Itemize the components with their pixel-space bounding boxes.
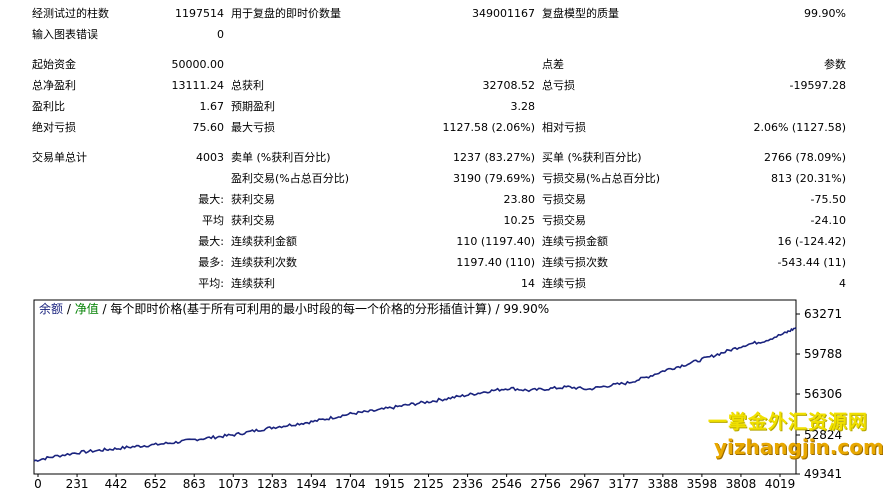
modelling-quality-label: 复盘模型的质量 xyxy=(542,7,619,20)
watermark-url: yizhangjin.com xyxy=(714,435,883,459)
avg-consecutive-losses-label: 连续亏损 xyxy=(542,277,586,290)
max-consecutive-losses-amount-label: 连续亏损金额 xyxy=(542,235,608,248)
y-tick-label: 49341 xyxy=(804,467,842,481)
spread-label: 点差 xyxy=(542,58,564,71)
average-loss-trade-value: -24.10 xyxy=(810,214,846,227)
x-tick-label: 2125 xyxy=(413,477,444,491)
initial-deposit-value: 50000.00 xyxy=(171,58,225,71)
expected-payoff-value: 3.28 xyxy=(510,100,536,113)
max-consecutive-losses-amount-value: 16 (-124.42) xyxy=(777,235,846,248)
x-tick-label: 0 xyxy=(34,477,42,491)
maximal-prefix: 最多: xyxy=(198,256,224,269)
ticks-modelled-value: 349001167 xyxy=(472,7,535,20)
relative-drawdown-value: 2.06% (1127.58) xyxy=(753,121,846,134)
long-positions-value: 2766 (78.09%) xyxy=(763,151,846,164)
total-net-profit-value: 13111.24 xyxy=(171,79,225,92)
x-tick-label: 3388 xyxy=(648,477,679,491)
loss-trades-label: 亏损交易(%占总百分比) xyxy=(542,172,661,185)
average-profit-trade-label: 获利交易 xyxy=(231,214,275,227)
x-tick-label: 1494 xyxy=(296,477,327,491)
average-profit-trade-value: 10.25 xyxy=(503,214,536,227)
max-consecutive-wins-count-value: 1197.40 (110) xyxy=(456,256,535,269)
y-tick-label: 59788 xyxy=(804,347,842,361)
avg-consecutive-wins-value: 14 xyxy=(521,277,535,290)
bars-tested-label: 经测试过的柱数 xyxy=(32,7,109,20)
profit-trades-value: 3190 (79.69%) xyxy=(452,172,535,185)
average-consecutive-prefix: 平均: xyxy=(198,277,224,290)
maximal-drawdown-label: 最大亏损 xyxy=(231,121,275,134)
y-tick-label: 63271 xyxy=(804,307,842,321)
max-consecutive-wins-count-label: 连续获利次数 xyxy=(231,256,297,269)
max-consecutive-losses-count-value: -543.44 (11) xyxy=(777,256,846,269)
relative-drawdown-label: 相对亏损 xyxy=(542,121,586,134)
chart-frame xyxy=(33,299,797,475)
short-positions-label: 卖单 (%获利百分比) xyxy=(231,151,331,164)
y-tick-label: 56306 xyxy=(804,387,842,401)
profit-factor-value: 1.67 xyxy=(199,100,225,113)
short-positions-value: 1237 (83.27%) xyxy=(452,151,535,164)
x-tick-label: 863 xyxy=(183,477,206,491)
x-tick-label: 1283 xyxy=(257,477,288,491)
x-tick-label: 4019 xyxy=(765,477,796,491)
chart-title: 余额 / 净值 / 每个即时价格(基于所有可利用的最小时段的每一个价格的分形插值… xyxy=(39,302,549,316)
maximum-prefix: 最大: xyxy=(198,235,224,248)
gross-profit-value: 32708.52 xyxy=(482,79,536,92)
watermark-cn: 一掌金外汇资源网 xyxy=(708,411,869,433)
average-loss-trade-label: 亏损交易 xyxy=(542,214,586,227)
gross-loss-label: 总亏损 xyxy=(542,79,575,92)
x-tick-label: 1704 xyxy=(335,477,366,491)
average-prefix: 平均 xyxy=(202,214,224,227)
expected-payoff-label: 预期盈利 xyxy=(231,100,275,113)
chart-title-sep: / xyxy=(63,302,75,316)
total-trades-value: 4003 xyxy=(196,151,224,164)
chart-title-equity: 净值 xyxy=(74,302,99,316)
x-tick-label: 231 xyxy=(66,477,89,491)
absolute-drawdown-label: 绝对亏损 xyxy=(32,121,76,134)
avg-consecutive-losses-value: 4 xyxy=(839,277,846,290)
largest-loss-trade-label: 亏损交易 xyxy=(542,193,586,206)
gross-profit-label: 总获利 xyxy=(231,79,264,92)
x-tick-label: 2336 xyxy=(452,477,483,491)
largest-prefix: 最大: xyxy=(198,193,224,206)
equity-chart-svg: 63271 59788 56306 52824 49341 0 231 442 652 863 10… xyxy=(33,299,842,491)
x-tick-label: 3808 xyxy=(726,477,757,491)
x-tick-label: 2546 xyxy=(491,477,522,491)
chart-errors-label: 输入图表错误 xyxy=(32,28,98,41)
bars-tested-value: 1197514 xyxy=(175,7,224,20)
avg-consecutive-wins-label: 连续获利 xyxy=(231,277,275,290)
chart-title-rest: / 每个即时价格(基于所有可利用的最小时段的每一个价格的分形插值计算) / 99… xyxy=(98,302,550,316)
x-tick-label: 442 xyxy=(105,477,128,491)
x-tick-label: 3177 xyxy=(609,477,640,491)
modelling-quality-value: 99.90% xyxy=(804,7,846,20)
long-positions-label: 买单 (%获利百分比) xyxy=(542,151,642,164)
profit-factor-label: 盈利比 xyxy=(32,100,65,113)
maximal-drawdown-value: 1127.58 (2.06%) xyxy=(442,121,535,134)
max-consecutive-wins-amount-label: 连续获利金额 xyxy=(231,235,297,248)
largest-loss-trade-value: -75.50 xyxy=(810,193,846,206)
x-tick-label: 3598 xyxy=(687,477,718,491)
absolute-drawdown-value: 75.60 xyxy=(192,121,225,134)
total-trades-label: 交易单总计 xyxy=(32,151,87,164)
loss-trades-value: 813 (20.31%) xyxy=(770,172,846,185)
profit-trades-label: 盈利交易(%占总百分比) xyxy=(231,172,350,185)
x-tick-label: 1073 xyxy=(218,477,249,491)
chart-title-balance: 余额 xyxy=(39,302,64,316)
balance-line xyxy=(33,327,797,462)
largest-profit-trade-value: 23.80 xyxy=(503,193,536,206)
chart-errors-value: 0 xyxy=(217,28,224,41)
max-consecutive-losses-count-label: 连续亏损次数 xyxy=(542,256,608,269)
largest-profit-trade-label: 获利交易 xyxy=(231,193,275,206)
total-net-profit-label: 总净盈利 xyxy=(32,79,76,92)
x-tick-label: 2756 xyxy=(530,477,561,491)
spread-value: 参数 xyxy=(824,58,846,71)
x-tick-label: 1915 xyxy=(374,477,405,491)
x-tick-label: 652 xyxy=(144,477,167,491)
max-consecutive-wins-amount-value: 110 (1197.40) xyxy=(456,235,535,248)
gross-loss-value: -19597.28 xyxy=(789,79,846,92)
ticks-modelled-label: 用于复盘的即时价数量 xyxy=(231,7,341,20)
equity-chart: 63271 59788 56306 52824 49341 0 231 442 652 863 10… xyxy=(0,296,883,496)
x-tick-label: 2967 xyxy=(569,477,600,491)
initial-deposit-label: 起始资金 xyxy=(32,58,76,71)
y-tick-label: 52824 xyxy=(804,428,842,442)
